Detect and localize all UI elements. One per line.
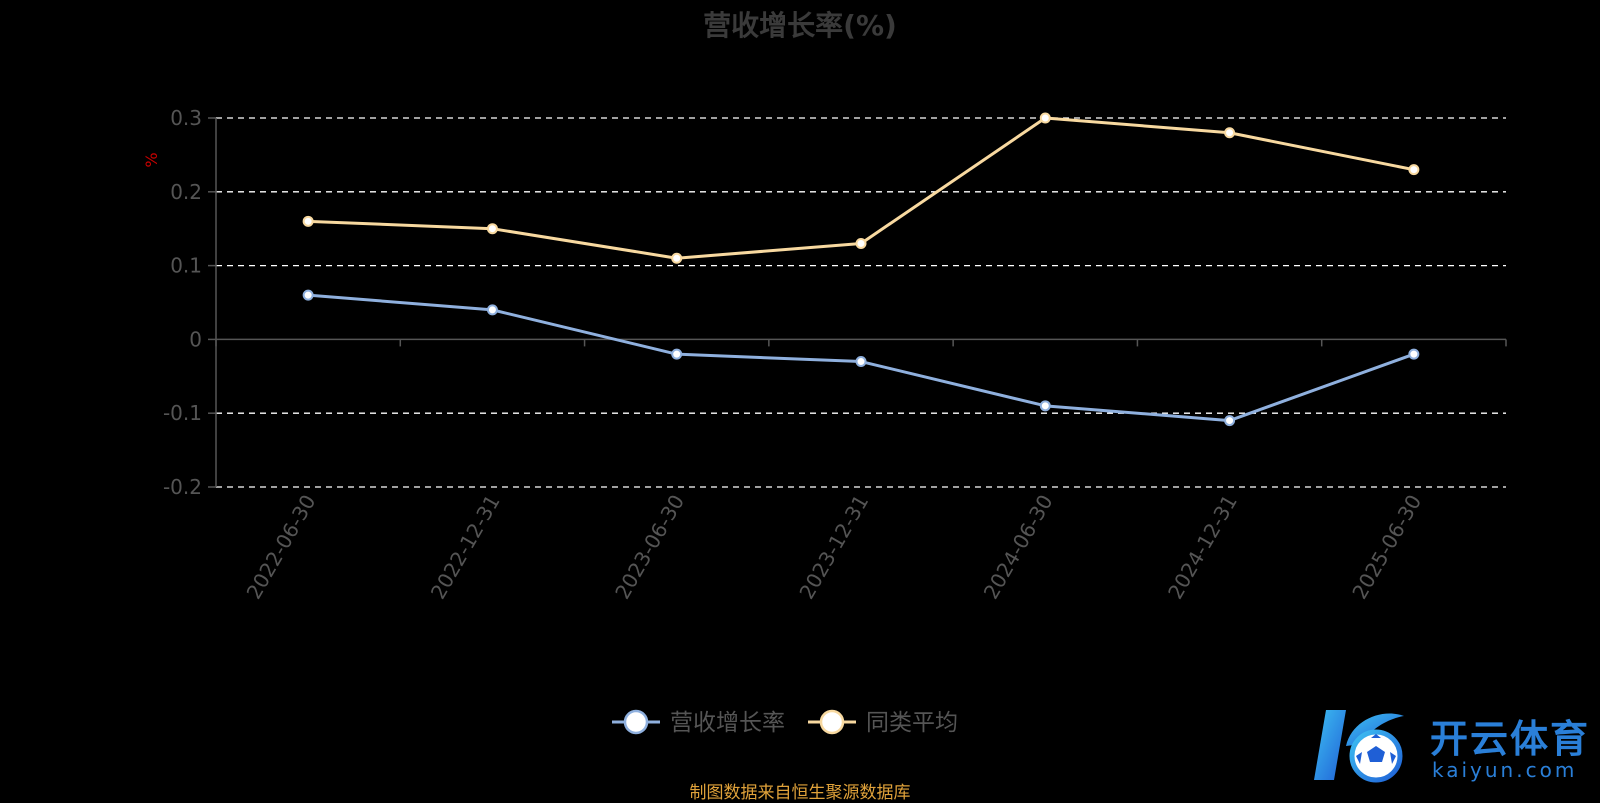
x-tick-label: 2024-12-31 [1163,491,1242,604]
grid-layer [216,117,1506,488]
watermark-logo: 开云体育 kaiyun.com [1312,700,1592,790]
data-point [302,289,314,301]
data-point [855,356,867,368]
soccer-ball-logo-icon [1314,710,1404,783]
legend-marker [623,709,649,735]
x-tick-label: 2023-12-31 [794,491,873,604]
y-tick-label: 0.3 [170,106,202,130]
series-layer [302,112,1420,427]
series-line-1 [308,116,1415,260]
data-point [1408,348,1420,360]
y-tick-label: -0.1 [163,401,202,425]
legend-label: 同类平均 [866,710,958,736]
x-tick-label: 2024-06-30 [979,491,1058,604]
data-point [486,223,498,235]
data-point [671,348,683,360]
data-point [1224,415,1236,427]
data-point [302,215,314,227]
y-tick-label: -0.2 [163,475,202,499]
y-tick-label: 0.2 [170,180,202,204]
legend-layer: 营收增长率 同类平均 [612,709,958,736]
watermark-sub: kaiyun.com [1432,758,1578,782]
data-point [1039,400,1051,412]
y-axis-label: % [142,152,161,167]
data-point [486,304,498,316]
x-tick-label: 2022-12-31 [426,491,505,604]
legend-label: 营收增长率 [670,710,785,736]
data-point [855,237,867,249]
x-tick-label: 2023-06-30 [610,491,689,604]
data-source-note: 制图数据来自恒生聚源数据库 [689,783,911,803]
y-tick-label: 0 [189,327,202,351]
data-point [1039,112,1051,124]
watermark-brand: 开云体育 [1430,717,1591,761]
axis-layer: 0.3 0.2 0.1 0 -0.1 -0.2% 2022-06-30 2022-12-31 2… [142,106,1507,604]
x-tick-label: 2025-06-30 [1347,491,1426,604]
chart-title: 营收增长率(%) [703,9,897,42]
x-tick-label: 2022-06-30 [242,491,321,604]
data-point [1408,164,1420,176]
data-point [1224,127,1236,139]
legend-marker [819,709,845,735]
y-tick-label: 0.1 [170,254,202,278]
data-point [671,252,683,264]
